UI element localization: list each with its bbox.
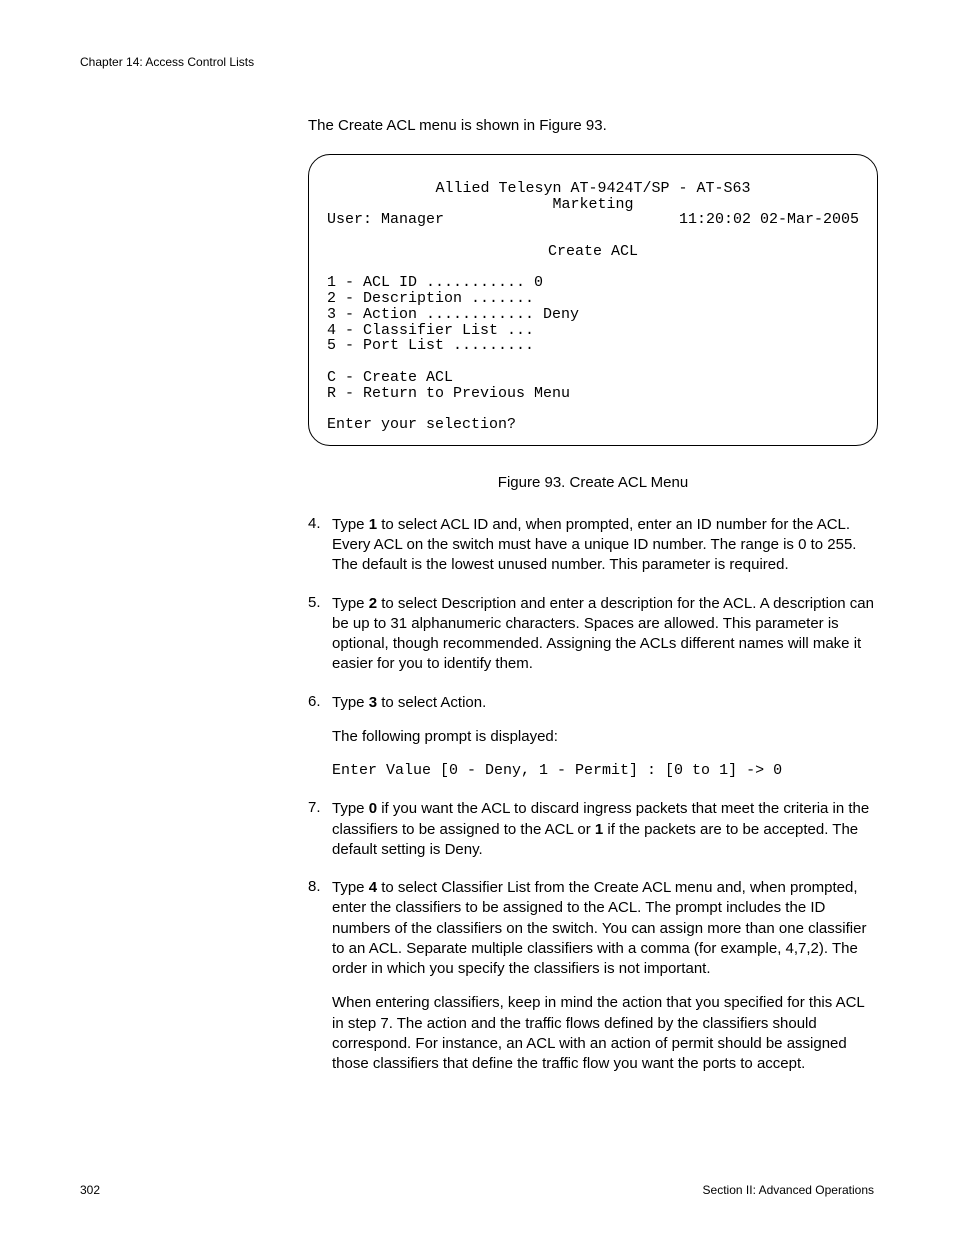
menu-screen-title: Create ACL (327, 244, 859, 260)
step-subtext: The following prompt is displayed: (332, 727, 878, 747)
step-text: Type 3 to select Action. (332, 693, 878, 713)
main-content: The Create ACL menu is shown in Figure 9… (308, 117, 878, 1074)
page-number: 302 (80, 1183, 100, 1197)
menu-line: 3 - Action ............ Deny (327, 306, 579, 323)
menu-cmd: C - Create ACL (327, 369, 453, 386)
step-number: 5. (308, 594, 332, 675)
step-text: Type 2 to select Description and enter a… (332, 594, 878, 675)
step-number: 4. (308, 515, 332, 576)
section-label: Section II: Advanced Operations (703, 1183, 874, 1197)
step-text: Type 0 if you want the ACL to discard in… (332, 799, 878, 860)
step-5: 5. Type 2 to select Description and ente… (308, 594, 878, 675)
step-text: Type 1 to select ACL ID and, when prompt… (332, 515, 878, 576)
menu-line: 5 - Port List ......... (327, 337, 534, 354)
terminal-menu-box: Allied Telesyn AT-9424T/SP - AT-S63Marke… (308, 154, 878, 446)
step-number: 8. (308, 878, 332, 1074)
menu-user: User: Manager (327, 212, 444, 228)
menu-title-1: Allied Telesyn AT-9424T/SP - AT-S63 (327, 181, 859, 197)
step-8: 8. Type 4 to select Classifier List from… (308, 878, 878, 1074)
step-number: 6. (308, 693, 332, 782)
menu-cmd: R - Return to Previous Menu (327, 385, 570, 402)
step-number: 7. (308, 799, 332, 860)
step-4: 4. Type 1 to select ACL ID and, when pro… (308, 515, 878, 576)
menu-timestamp: 11:20:02 02-Mar-2005 (679, 212, 859, 228)
step-7: 7. Type 0 if you want the ACL to discard… (308, 799, 878, 860)
menu-prompt: Enter your selection? (327, 416, 516, 433)
steps-list: 4. Type 1 to select ACL ID and, when pro… (308, 515, 878, 1075)
step-subtext: When entering classifiers, keep in mind … (332, 993, 878, 1074)
menu-line: 4 - Classifier List ... (327, 322, 534, 339)
page-footer: 302 Section II: Advanced Operations (80, 1183, 874, 1197)
page: Chapter 14: Access Control Lists The Cre… (0, 0, 954, 1235)
figure-caption: Figure 93. Create ACL Menu (308, 474, 878, 491)
menu-title-2: Marketing (327, 197, 859, 213)
intro-text: The Create ACL menu is shown in Figure 9… (308, 117, 878, 134)
step-text: Type 4 to select Classifier List from th… (332, 878, 878, 979)
step-6: 6. Type 3 to select Action. The followin… (308, 693, 878, 782)
menu-line: 1 - ACL ID ........... 0 (327, 274, 543, 291)
chapter-header: Chapter 14: Access Control Lists (80, 55, 874, 69)
step-code: Enter Value [0 - Deny, 1 - Permit] : [0 … (332, 761, 878, 781)
menu-line: 2 - Description ....... (327, 290, 534, 307)
